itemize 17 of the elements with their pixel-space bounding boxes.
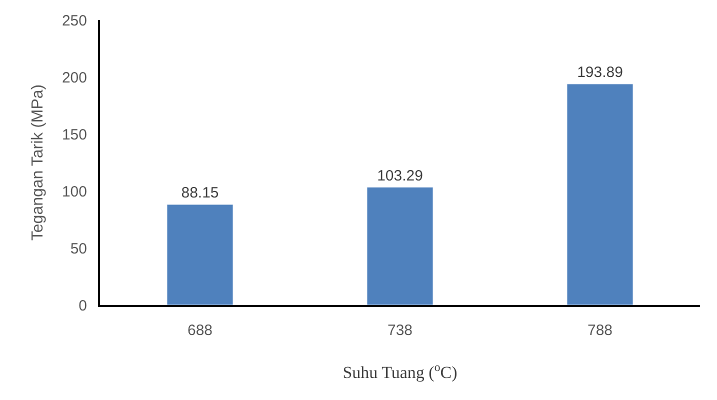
y-tick-label: 50 bbox=[70, 240, 87, 258]
x-axis-title: Suhu Tuang ($^{o}$C) bbox=[342, 360, 458, 382]
y-tick-label: 150 bbox=[62, 126, 87, 144]
x-tick-label: 688 bbox=[187, 322, 213, 339]
bar bbox=[566, 84, 634, 305]
y-tick-label: 250 bbox=[62, 12, 87, 30]
x-tick-label: 788 bbox=[587, 322, 613, 339]
bar bbox=[366, 187, 434, 305]
x-tick-label: 738 bbox=[387, 322, 413, 339]
data-label: 88.15 bbox=[181, 184, 219, 202]
bar bbox=[166, 204, 234, 305]
data-label: 193.89 bbox=[577, 64, 623, 81]
y-axis-title: Tegangan Tarik (MPa) bbox=[29, 84, 46, 241]
y-tick-label: 200 bbox=[62, 69, 87, 86]
y-tick-label: 0 bbox=[78, 297, 87, 314]
y-tick-label: 100 bbox=[62, 183, 87, 200]
data-label: 103.29 bbox=[377, 167, 423, 184]
